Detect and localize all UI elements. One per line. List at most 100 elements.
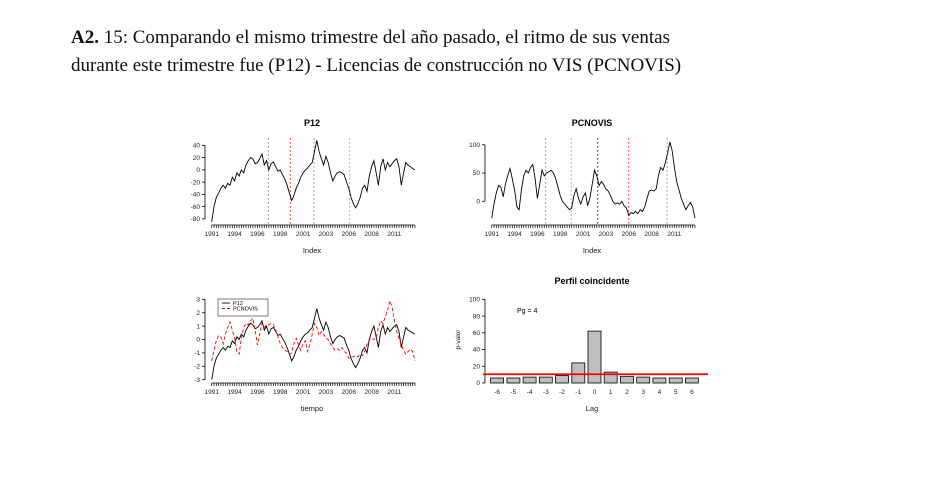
y-tick-label: -40 (191, 192, 201, 199)
x-tick-label: 2001 (296, 389, 311, 396)
y-tick-label: 40 (473, 347, 481, 354)
y-tick-label: -60 (191, 204, 201, 211)
x-tick-label: 1996 (250, 231, 265, 238)
y-tick-label: 1 (196, 323, 200, 330)
bar (506, 377, 521, 384)
bar (490, 377, 504, 384)
x-tick-label: 2001 (296, 231, 311, 238)
x-tick-label: 2001 (576, 231, 591, 238)
x-tick-label: 1994 (507, 231, 522, 238)
bars (490, 330, 699, 384)
x-tick-label: 2008 (364, 231, 379, 238)
comparison-chart-title (172, 276, 452, 290)
bar (538, 376, 553, 384)
y-axis: 100 50 0 (469, 142, 486, 205)
perfil-chart-title: Perfil coincidente (554, 276, 630, 286)
x-tick-label: 1996 (530, 231, 545, 238)
y-tick-label: 0 (196, 167, 200, 174)
bar (522, 376, 537, 384)
p12-xaxis-label: Index (302, 246, 322, 255)
x-tick-label: 1991 (485, 231, 500, 238)
x-tick-label: 1 (609, 389, 613, 396)
y-tick-label: 100 (469, 297, 480, 304)
bar (684, 377, 699, 384)
p12-chart-title: P12 (303, 118, 320, 128)
x-tick-label: -2 (559, 389, 565, 396)
y-tick-label: -3 (194, 377, 200, 384)
x-tick-label: 2011 (387, 231, 401, 238)
annotation-pg: Pg = 4 (517, 308, 538, 315)
figure-caption: A2. 15: Comparando el mismo trimestre de… (71, 24, 891, 80)
x-tick-label: 2006 (342, 389, 357, 396)
pcnovis-chart-canvas: 100 50 0 1991 1994 1996 1998 2001 2003 2006 2008 20… (469, 138, 696, 238)
x-tick-label: 2011 (387, 389, 401, 396)
pcnovis-xaxis-label: Index (582, 246, 602, 255)
x-tick-label: 1994 (227, 389, 242, 396)
x-tick-label: 2003 (319, 231, 334, 238)
x-axis: 1991 1994 1996 1998 2001 2003 2006 2008 2011 (205, 224, 416, 238)
y-tick-label: 20 (193, 155, 201, 162)
bar (652, 377, 667, 384)
x-tick-label: -1 (575, 389, 581, 396)
y-tick-label: 0 (476, 198, 480, 205)
bar (571, 362, 586, 384)
p12-chart-canvas: 40 20 0 -20 -40 -60 -80 1991 1994 1996 1998 2001 200… (191, 138, 416, 238)
x-axis: 1991 1994 1996 1998 2001 2003 2006 2008 2011 (205, 382, 416, 396)
caption-prefix: A2. (71, 27, 99, 48)
perfil-xaxis-label: Lag (585, 404, 599, 413)
y-tick-label: -80 (191, 216, 201, 223)
x-axis: 1991 1994 1996 1998 2001 2003 2006 2008 2011 (485, 224, 696, 238)
y-tick-label: -1 (194, 350, 200, 357)
x-tick-label: 1994 (227, 231, 242, 238)
x-tick-label: -6 (494, 389, 500, 396)
chart-panel-pcnovis: PCNOVIS 100 50 0 1991 1994 1996 1998 2001 2003 20… (452, 118, 732, 255)
x-tick-label: 2 (625, 389, 629, 396)
x-tick-label: 2011 (667, 231, 681, 238)
bar (636, 376, 651, 384)
bar (555, 375, 569, 384)
bar (668, 377, 683, 384)
y-tick-label: 100 (469, 142, 480, 149)
x-tick-label: -5 (510, 389, 516, 396)
y-tick-label: 0 (196, 337, 200, 344)
x-tick-label: 2003 (319, 389, 334, 396)
y-tick-label: 3 (196, 297, 200, 304)
x-tick-label: 2006 (622, 231, 637, 238)
caption-line2: durante este trimestre fue (P12) - Licen… (71, 55, 682, 76)
x-tick-label: 2008 (364, 389, 379, 396)
x-tick-label: 2003 (599, 231, 614, 238)
y-tick-label: 40 (193, 143, 201, 150)
y-tick-label: 80 (473, 313, 481, 320)
y-axis: 3 2 1 0 -1 -2 -3 (194, 297, 206, 384)
y-tick-label: 2 (196, 310, 200, 317)
comparison-chart-canvas: 3 2 1 0 -1 -2 -3 1991 1994 1996 1998 2001 2003 2006 20… (194, 297, 416, 396)
bar (620, 375, 634, 384)
x-tick-label: 1998 (273, 231, 288, 238)
legend-label: P12 (233, 301, 243, 307)
x-tick-label: 4 (658, 389, 662, 396)
perfil-chart-canvas: 0 20 40 60 80 100 -6 -5 -4 -3 -2 -1 0 1 2 3 4 5 6 Pg = 4 p-v… (455, 297, 708, 396)
comparison-xaxis-label: tiempo (300, 404, 324, 413)
x-tick-label: -4 (527, 389, 533, 396)
bar (587, 330, 602, 384)
series-line (211, 308, 416, 380)
caption-line1: 15: Comparando el mismo trimestre del añ… (98, 27, 670, 48)
x-tick-label: 1998 (273, 389, 288, 396)
chart-panel-comparison: 3 2 1 0 -1 -2 -3 1991 1994 1996 1998 2001 2003 2006 20… (172, 276, 452, 413)
y-tick-label: 0 (476, 380, 480, 387)
y-axis: 0 20 40 60 80 100 (469, 297, 486, 387)
x-tick-label: 1991 (205, 231, 220, 238)
x-tick-label: 2006 (342, 231, 357, 238)
y-tick-label: 50 (473, 170, 481, 177)
x-tick-label: 1998 (553, 231, 568, 238)
chart-panel-p12: P12 40 20 0 -20 -40 -60 -80 1991 1994 1996 1998 200… (172, 118, 452, 255)
x-tick-label: 5 (674, 389, 678, 396)
chart-panel-perfil: Perfil coincidente 0 20 40 60 80 100 -6 -5 -4 -3-… (452, 276, 732, 413)
x-tick-label: -3 (543, 389, 549, 396)
x-tick-label: 3 (641, 389, 645, 396)
x-tick-label: 0 (593, 389, 597, 396)
legend-label: PCNOVIS (233, 307, 258, 313)
y-tick-label: 20 (473, 363, 481, 370)
